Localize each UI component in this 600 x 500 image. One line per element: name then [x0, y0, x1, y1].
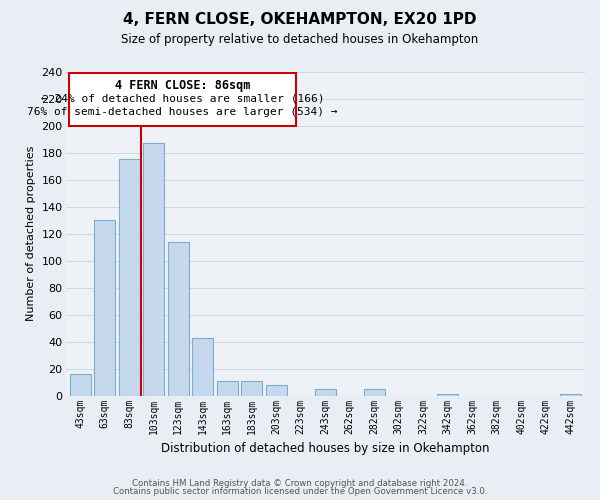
Bar [143, 143, 164, 396]
Bar [364, 389, 385, 396]
Bar [241, 381, 262, 396]
Bar [119, 160, 140, 396]
Text: ← 24% of detached houses are smaller (166): ← 24% of detached houses are smaller (16… [41, 94, 324, 104]
Bar [193, 338, 213, 396]
Bar [437, 394, 458, 396]
Text: Size of property relative to detached houses in Okehampton: Size of property relative to detached ho… [121, 32, 479, 46]
Text: 76% of semi-detached houses are larger (534) →: 76% of semi-detached houses are larger (… [27, 107, 338, 117]
X-axis label: Distribution of detached houses by size in Okehampton: Distribution of detached houses by size … [161, 442, 490, 455]
Text: Contains public sector information licensed under the Open Government Licence v3: Contains public sector information licen… [113, 487, 487, 496]
Text: 4, FERN CLOSE, OKEHAMPTON, EX20 1PD: 4, FERN CLOSE, OKEHAMPTON, EX20 1PD [123, 12, 477, 28]
Text: 4 FERN CLOSE: 86sqm: 4 FERN CLOSE: 86sqm [115, 78, 250, 92]
Bar [315, 389, 335, 396]
Bar [168, 242, 188, 396]
Text: Contains HM Land Registry data © Crown copyright and database right 2024.: Contains HM Land Registry data © Crown c… [132, 478, 468, 488]
Y-axis label: Number of detached properties: Number of detached properties [26, 146, 36, 322]
Bar [217, 381, 238, 396]
Bar [266, 385, 287, 396]
Bar [560, 394, 581, 396]
FancyBboxPatch shape [69, 73, 296, 126]
Bar [94, 220, 115, 396]
Bar [70, 374, 91, 396]
